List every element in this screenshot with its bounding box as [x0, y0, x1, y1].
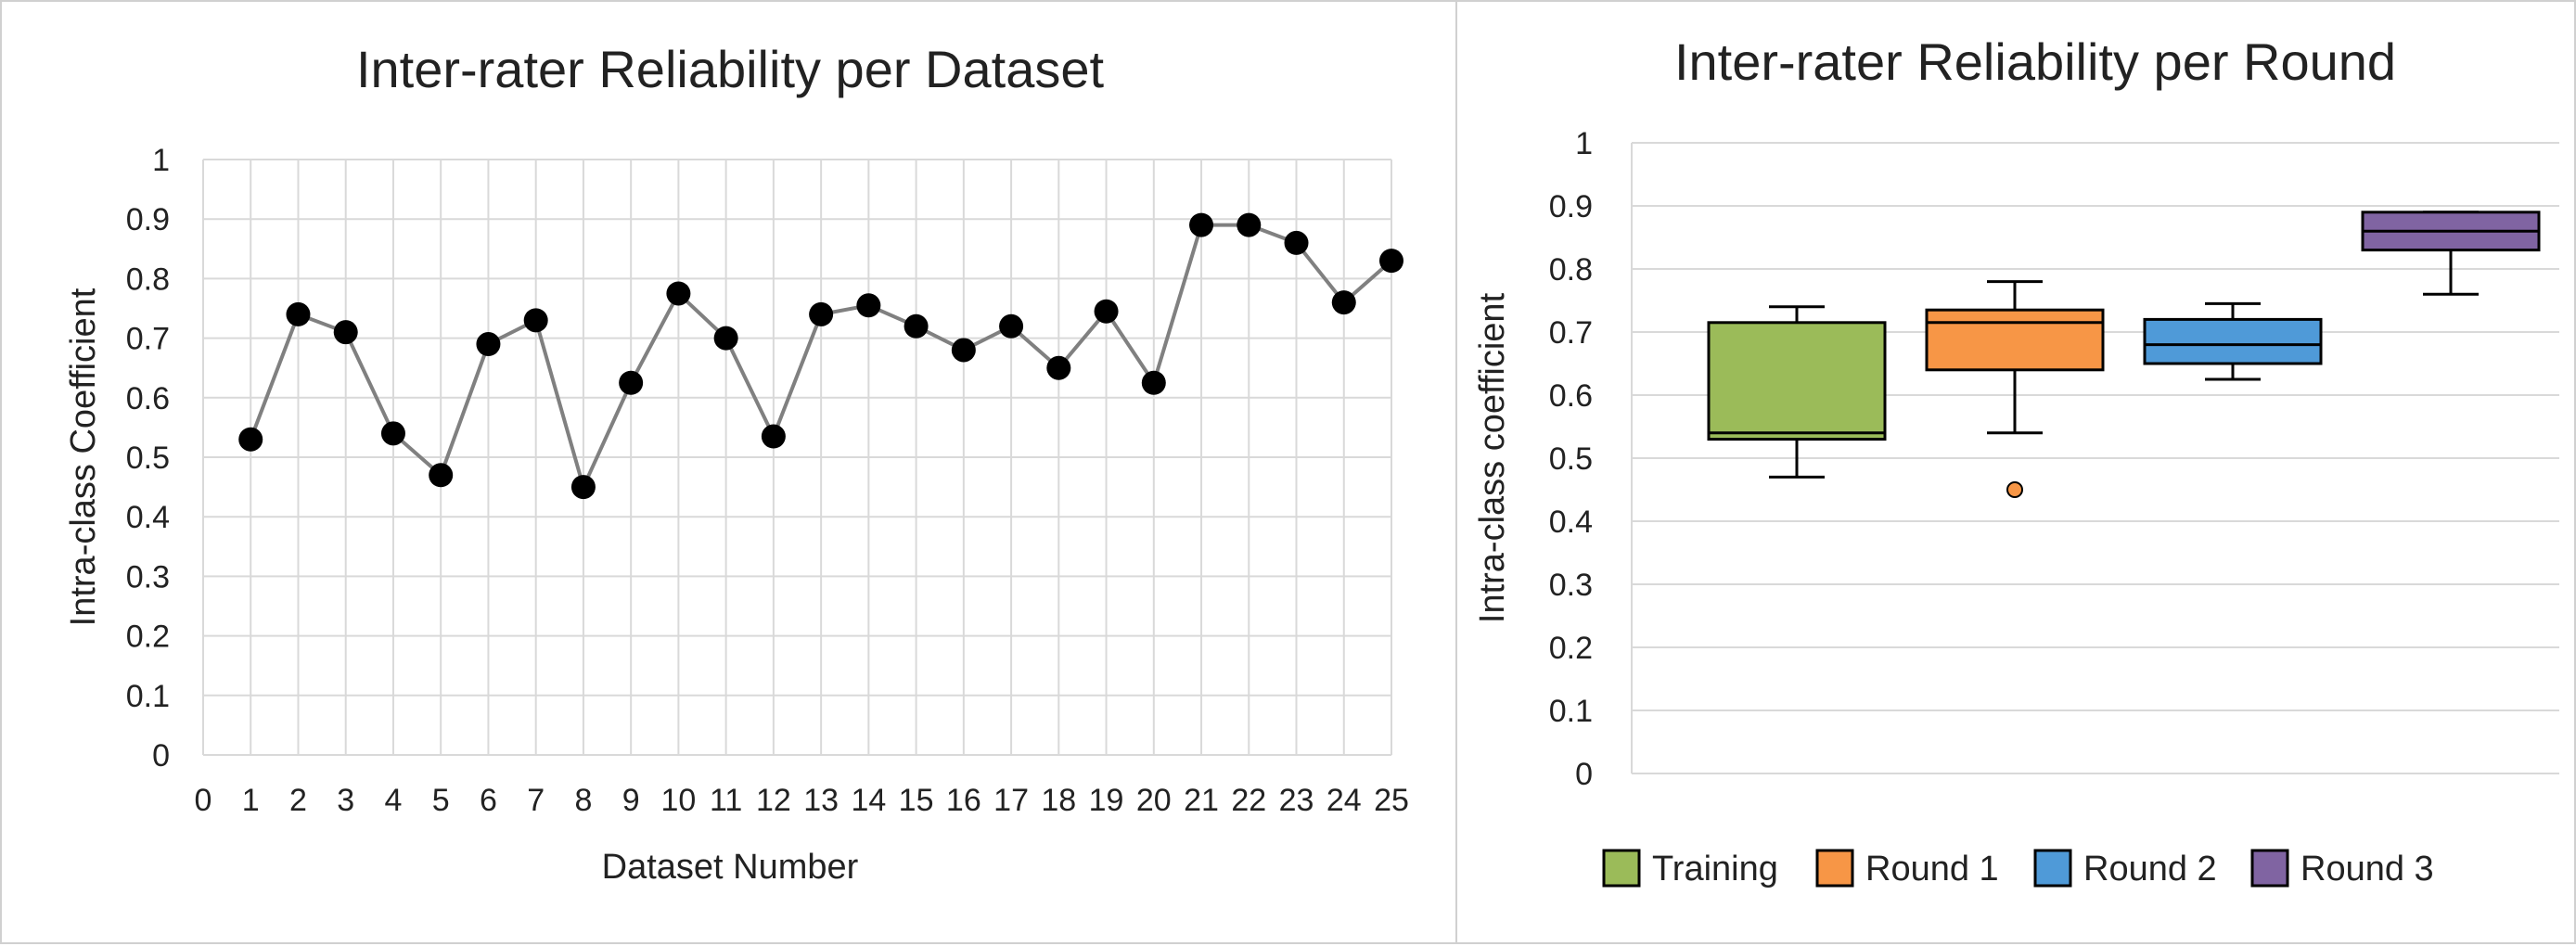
box-chart-svg: Inter-rater Reliability per Round 0 0.1 0.2…: [1473, 32, 2559, 888]
line-chart-point: [809, 301, 834, 326]
line-chart-title: Inter-rater Reliability per Dataset: [356, 40, 1105, 98]
line-chart-point: [429, 463, 454, 488]
line-chart-y-tick: 1: [152, 143, 170, 178]
line-chart-point: [238, 427, 263, 452]
legend-swatch: [2033, 849, 2072, 888]
legend-swatch: [1815, 849, 1854, 888]
legend-label: Round 2: [2083, 850, 2217, 888]
line-chart-y-tick: 0.5: [126, 441, 170, 476]
box-outlier: [2006, 481, 2023, 498]
line-chart-point: [333, 320, 358, 345]
line-chart-x-tick: 25: [1374, 783, 1409, 818]
box-chart-y-tick: 0.5: [1549, 441, 1593, 477]
line-chart-point: [286, 301, 311, 326]
line-chart-point: [1189, 212, 1214, 237]
line-chart-point: [904, 313, 929, 339]
line-chart-y-tick: 0.9: [126, 202, 170, 237]
line-chart-y-tick: 0.1: [126, 679, 170, 714]
box-chart-y-tick: 0.2: [1549, 631, 1593, 666]
line-chart-y-tick: 0.7: [126, 322, 170, 357]
line-chart-x-tick: 1: [242, 783, 260, 818]
legend-swatch: [1602, 849, 1641, 888]
line-chart-point: [523, 308, 548, 333]
box-chart-legend: Training Round 1 Round 2 Round 3: [1602, 849, 2434, 888]
line-chart-y-tick: 0.6: [126, 381, 170, 416]
line-chart-x-tick: 7: [527, 783, 545, 818]
line-chart-x-tick: 3: [337, 783, 354, 818]
line-chart-point: [1284, 230, 1309, 255]
line-chart-point: [1046, 355, 1071, 380]
line-chart-x-tick: 20: [1136, 783, 1172, 818]
line-chart-x-tick: 16: [946, 783, 981, 818]
box-series-1: [1925, 280, 2105, 498]
line-chart-x-tick: 23: [1279, 783, 1314, 818]
box-chart-y-label: Intra-class coefficient: [1473, 292, 1512, 623]
line-chart-x-tick: 24: [1326, 783, 1362, 818]
line-chart-point: [1379, 249, 1403, 274]
line-chart-point: [380, 421, 405, 446]
line-chart-point: [666, 281, 691, 306]
box-chart-y-tick: 0.9: [1549, 189, 1593, 224]
box-series-2: [2143, 301, 2323, 381]
line-chart-x-label: Dataset Number: [602, 848, 859, 887]
line-chart-x-tick: 2: [289, 783, 307, 818]
line-chart-point: [1094, 299, 1119, 324]
line-chart-point: [1141, 370, 1166, 395]
box-iqr: [2143, 317, 2323, 365]
box-chart-y-tick: 0.4: [1549, 505, 1593, 540]
line-chart-x-tick: 4: [384, 783, 402, 818]
line-chart-x-tick: 19: [1089, 783, 1124, 818]
line-chart-x-tick: 0: [195, 783, 212, 818]
line-chart-point: [476, 332, 501, 357]
line-chart-point: [761, 424, 786, 449]
line-chart-x-tick: 12: [756, 783, 791, 818]
line-chart-x-tick: 15: [899, 783, 934, 818]
line-chart-y-label: Intra-class Coefficient: [64, 288, 103, 626]
line-chart-y-tick: 0.2: [126, 620, 170, 655]
box-chart-y-tick: 0.6: [1549, 378, 1593, 414]
box-chart-y-tick: 0.1: [1549, 694, 1593, 729]
line-chart-x-tick: 8: [574, 783, 592, 818]
line-chart-point: [856, 293, 881, 318]
line-chart-x-tick: 9: [622, 783, 640, 818]
box-chart-panel: Inter-rater Reliability per Round 0 0.1 0.2…: [1455, 0, 2576, 944]
legend-swatch: [2250, 849, 2289, 888]
box-series-3: [2361, 211, 2541, 296]
line-chart-point: [1331, 290, 1356, 315]
line-chart-x-tick: 10: [660, 783, 696, 818]
box-series-0: [1707, 305, 1887, 479]
line-chart-point: [1237, 212, 1262, 237]
line-chart-y-tick: 0.4: [126, 500, 170, 535]
line-chart-x-tick: 11: [710, 783, 742, 818]
line-chart-point: [713, 326, 738, 351]
box-iqr: [1925, 308, 2105, 372]
box-chart-y-tick: 0: [1575, 757, 1593, 792]
line-chart-panel: Inter-rater Reliability per Dataset 0 1 2 3 4…: [0, 0, 1457, 944]
box-chart-y-tick: 1: [1575, 126, 1593, 161]
line-chart-point: [619, 370, 644, 395]
line-chart-x-tick: 22: [1231, 783, 1266, 818]
line-chart-x-tick: 13: [803, 783, 839, 818]
legend-label: Round 3: [2300, 850, 2434, 888]
legend-label: Training: [1652, 850, 1778, 888]
line-chart-x-tick: 21: [1184, 783, 1219, 818]
line-chart-x-tick: 18: [1041, 783, 1076, 818]
line-chart-point: [570, 475, 596, 500]
line-chart-y-tick: 0.8: [126, 262, 170, 297]
legend-label: Round 1: [1865, 850, 1999, 888]
line-chart-y-tick: 0: [152, 738, 170, 773]
line-chart-x-tick: 5: [432, 783, 450, 818]
box-chart-title: Inter-rater Reliability per Round: [1674, 32, 2396, 91]
line-chart-x-tick: 6: [480, 783, 497, 818]
line-chart-x-tick: 14: [851, 783, 886, 818]
line-chart-point: [951, 338, 976, 363]
line-chart-x-tick: 17: [993, 783, 1029, 818]
box-chart-y-tick: 0.7: [1549, 315, 1593, 351]
line-chart-point: [999, 313, 1024, 339]
line-chart-y-tick: 0.3: [126, 559, 170, 594]
box-chart-y-tick: 0.8: [1549, 252, 1593, 288]
box-chart-y-tick: 0.3: [1549, 568, 1593, 603]
box-iqr: [1707, 321, 1887, 441]
